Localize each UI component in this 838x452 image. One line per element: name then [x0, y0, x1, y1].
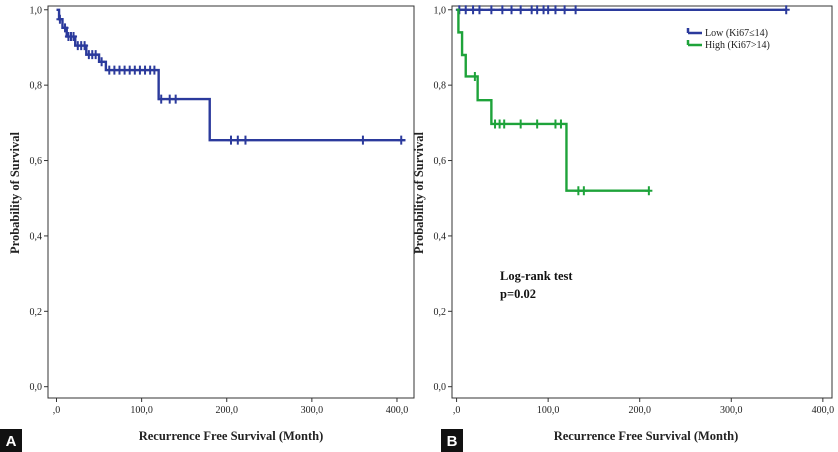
panel-a: 0,0 0,2 0,4 0,6 0,8 1,0 ,0 100,0 200,0 300,0 400,… [0, 5, 415, 452]
censor-mark [61, 23, 69, 33]
x-tick-label: 100,0 [537, 405, 560, 416]
censor-mark [56, 14, 64, 24]
x-tick-label: 200,0 [215, 405, 238, 416]
censor-mark [572, 5, 580, 15]
censor-mark [487, 5, 495, 15]
censor-mark [533, 5, 541, 15]
censor-mark [98, 57, 106, 67]
censor-mark [498, 5, 506, 15]
x-tick-label: ,0 [453, 405, 461, 416]
censor-mark [81, 41, 89, 51]
censor-mark [241, 135, 249, 145]
panel-a-x-ticks: ,0 100,0 200,0 300,0 400,0 [53, 398, 408, 416]
censor-mark [166, 94, 174, 104]
censor-mark [172, 94, 180, 104]
censor-mark [557, 119, 565, 129]
censor-mark [551, 5, 559, 15]
panel-a-plot-frame [47, 5, 415, 399]
panel-a-y-ticks: 0,0 0,2 0,4 0,6 0,8 1,0 [30, 5, 48, 393]
panel-a-label-box [0, 429, 22, 452]
censor-mark [471, 71, 479, 81]
censor-mark [645, 186, 653, 196]
panel-a-label: A [6, 433, 17, 450]
censor-mark [544, 5, 552, 15]
panel-b-plot-frame [451, 5, 833, 399]
censor-mark [234, 135, 242, 145]
panel-b-label: B [447, 433, 458, 450]
censor-mark [517, 5, 525, 15]
censor-mark [517, 119, 525, 129]
survival-curve-all [56, 8, 406, 142]
panel-a-y-axis-title: Probability of Survival [8, 131, 22, 254]
y-tick-label: 1,0 [434, 5, 447, 16]
y-tick-label: 0,2 [30, 307, 43, 318]
x-tick-label: 400,0 [386, 405, 409, 416]
censor-mark [150, 65, 158, 75]
x-tick-label: 300,0 [301, 405, 324, 416]
y-tick-label: 0,8 [434, 81, 447, 92]
panel-a-series [56, 8, 406, 145]
censor-mark [580, 186, 588, 196]
y-tick-label: 0,0 [434, 382, 447, 393]
panel-a-x-axis-title: Recurrence Free Survival (Month) [139, 429, 324, 443]
panel-b-y-ticks: 0,0 0,2 0,4 0,6 0,8 1,0 [434, 5, 452, 393]
x-tick-label: 300,0 [720, 405, 743, 416]
censor-mark [508, 5, 516, 15]
y-tick-label: 0,4 [30, 231, 43, 242]
y-tick-label: 0,6 [434, 156, 447, 167]
panel-b-y-axis-title: Probability of Survival [412, 131, 426, 254]
censor-mark [462, 5, 470, 15]
legend-label-low: Low (Ki67≤14) [705, 28, 768, 39]
censor-mark [397, 135, 405, 145]
censor-mark [782, 5, 790, 15]
x-tick-label: 400,0 [812, 405, 835, 416]
panel-b-series [455, 5, 790, 196]
x-tick-label: 100,0 [130, 405, 153, 416]
panel-b: 0,0 0,2 0,4 0,6 0,8 1,0 ,0 100,0 200,0 300,0 400,… [412, 5, 834, 452]
censor-mark [359, 135, 367, 145]
censor-mark [157, 94, 165, 104]
legend-label-high: High (Ki67>14) [705, 40, 770, 51]
survival-curve-high [456, 8, 649, 192]
censor-mark [469, 5, 477, 15]
censor-mark [475, 5, 483, 15]
log-rank-test-label: Log-rank test [500, 269, 573, 283]
y-tick-label: 0,6 [30, 156, 43, 167]
censor-mark [561, 5, 569, 15]
x-tick-label: 200,0 [628, 405, 651, 416]
censor-mark [92, 50, 100, 60]
censor-mark [70, 32, 78, 42]
y-tick-label: 0,8 [30, 81, 43, 92]
censor-mark [500, 119, 508, 129]
censor-mark [533, 119, 541, 129]
panel-b-x-axis-title: Recurrence Free Survival (Month) [554, 429, 739, 443]
legend: Low (Ki67≤14) High (Ki67>14) [686, 28, 770, 51]
panel-b-x-ticks: ,0 100,0 200,0 300,0 400,0 [453, 398, 834, 416]
p-value-label: p=0.02 [500, 287, 536, 301]
y-tick-label: 0,0 [30, 382, 43, 393]
y-tick-label: 1,0 [30, 5, 43, 16]
y-tick-label: 0,2 [434, 307, 447, 318]
censor-mark [227, 135, 235, 145]
panel-b-label-box [441, 429, 463, 452]
x-tick-label: ,0 [53, 405, 61, 416]
y-tick-label: 0,4 [434, 231, 447, 242]
